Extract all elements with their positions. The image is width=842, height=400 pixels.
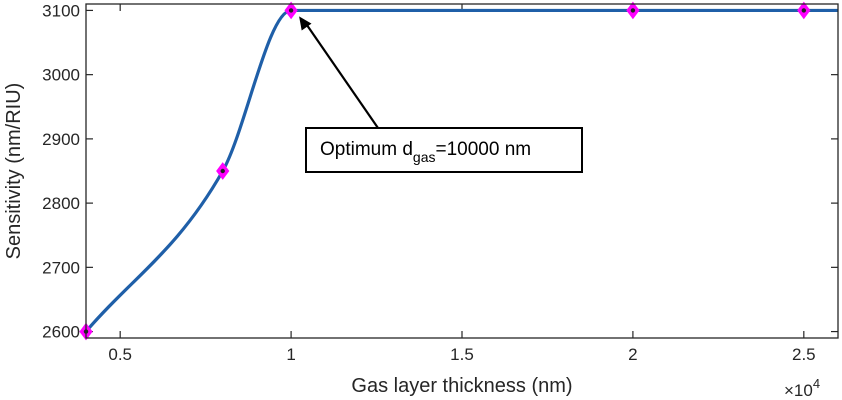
data-point-center — [288, 8, 294, 13]
annotation-arrow-head — [299, 16, 312, 31]
x-tick-label: 2.5 — [792, 345, 816, 364]
y-tick-label: 2700 — [42, 258, 80, 277]
annotation-text: Optimum dgas=10000 nm — [320, 139, 531, 165]
y-tick-label: 2900 — [42, 130, 80, 149]
y-tick-label: 3000 — [42, 66, 80, 85]
y-axis-label: Sensitivity (nm/RIU) — [3, 83, 25, 260]
x-tick-label: 0.5 — [108, 345, 132, 364]
data-point-center — [630, 8, 636, 13]
series-layer — [84, 8, 838, 333]
annotation-text-tail: =10000 nm — [436, 139, 532, 160]
plot-frame — [85, 3, 839, 339]
x-axis-exponent-power: 4 — [813, 376, 820, 391]
x-tick-label: 2 — [628, 345, 637, 364]
y-tick-label: 2800 — [42, 194, 80, 213]
x-tick-label: 1.5 — [450, 345, 474, 364]
x-axis-label: Gas layer thickness (nm) — [351, 375, 572, 397]
y-tick-label: 2600 — [42, 323, 80, 342]
x-tick-label: 1 — [286, 345, 295, 364]
annotation-text-main: Optimum d — [320, 139, 413, 160]
annotation: Optimum dgas=10000 nm — [299, 16, 583, 173]
x-axis-exponent: ×104 — [784, 376, 820, 400]
data-point-center — [801, 8, 807, 13]
x-axis-exponent-base: ×10 — [784, 381, 813, 400]
annotation-text-subscript: gas — [413, 149, 436, 165]
marker-layer — [79, 1, 811, 341]
y-tick-label: 3100 — [42, 1, 80, 20]
annotation-arrow-shaft — [304, 21, 379, 129]
series-line — [84, 8, 838, 333]
annotation-box — [305, 127, 583, 173]
data-point-center — [220, 168, 225, 174]
